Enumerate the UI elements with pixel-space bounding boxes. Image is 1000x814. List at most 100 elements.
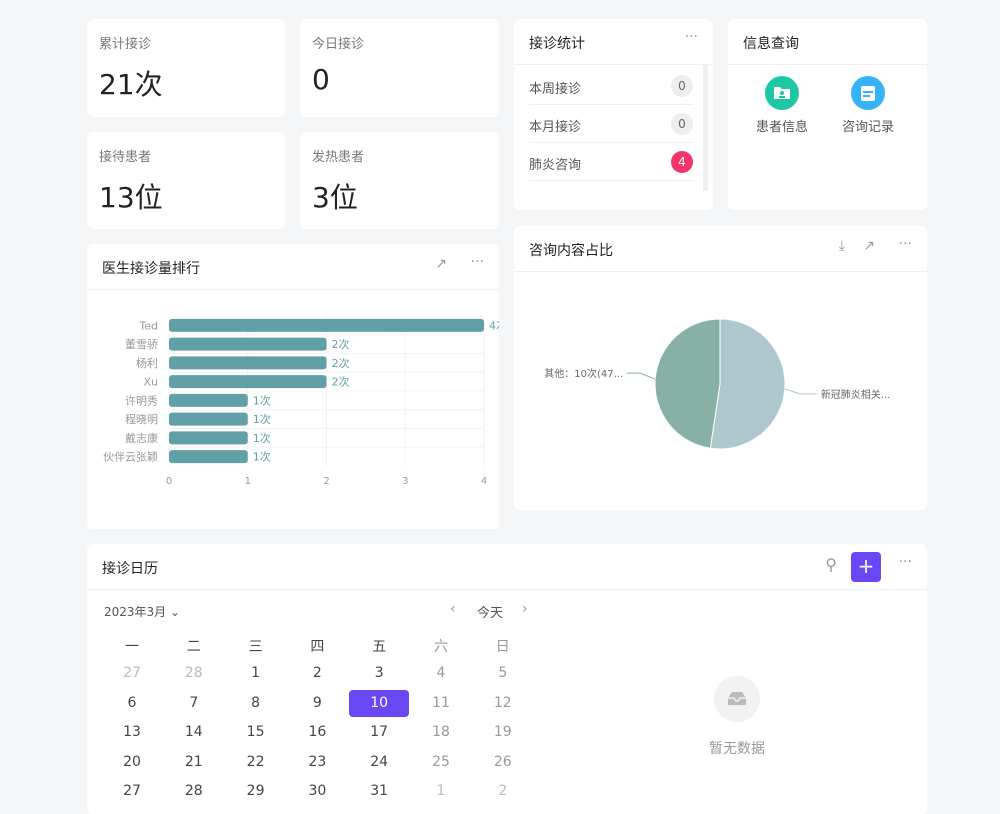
calendar-day[interactable]: 26 (493, 753, 512, 770)
calendar-day[interactable]: 14 (184, 724, 203, 740)
calendar-day[interactable]: 20 (123, 753, 141, 770)
pie-card: 咨询内容占比 ⤓ ↗ ··· 新冠肺炎相关... 其他：10次(47... (514, 226, 927, 510)
card-header: 医生接诊量排行 ↗ ··· (87, 244, 499, 290)
calendar-day[interactable]: 22 (246, 753, 265, 770)
calendar-day[interactable]: 2 (312, 665, 322, 681)
list-item[interactable]: 本月接诊 0 (529, 105, 693, 143)
calendar-day[interactable]: 28 (184, 665, 203, 681)
calendar-day[interactable]: 9 (312, 694, 322, 711)
calendar-card: 接诊日历 ⚲ + ··· 2023年3月 ⌄ ‹ 今天 › 一二三四五六日 27 2… (87, 544, 927, 814)
calendar-day[interactable]: 3 (374, 665, 384, 681)
stat-card-today: 今日接诊 0 (300, 19, 499, 117)
data-label: 1次 (253, 393, 271, 407)
bar[interactable] (169, 450, 248, 464)
list-item[interactable]: 肺炎咨询 4 (529, 143, 693, 181)
calendar-day[interactable]: 23 (308, 753, 327, 770)
stat-card-patients: 接待患者 13位 (87, 132, 285, 229)
open-external-icon[interactable]: ↗ (863, 238, 875, 254)
card-header: 信息查询 (728, 19, 927, 65)
calendar-day[interactable]: 24 (370, 753, 389, 770)
calendar-day[interactable]: 28 (184, 783, 203, 799)
bar[interactable] (169, 412, 248, 426)
inbox-icon (714, 676, 760, 722)
more-icon[interactable]: ··· (898, 236, 912, 252)
weekday-header: 四 (310, 639, 325, 655)
item-label: 患者信息 (755, 120, 808, 135)
search-icon[interactable]: ⚲ (825, 555, 837, 574)
calendar-day[interactable]: 5 (498, 665, 508, 681)
bar[interactable] (169, 393, 248, 407)
calendar-day[interactable]: 25 (432, 753, 450, 770)
bar[interactable] (169, 337, 327, 351)
list-item[interactable]: 本周接诊 0 (529, 67, 693, 105)
calendar-day[interactable]: 30 (308, 783, 327, 799)
calendar-day[interactable]: 11 (432, 694, 450, 711)
calendar-day[interactable]: 31 (370, 783, 389, 799)
calendar-day[interactable]: 15 (246, 724, 265, 740)
visit-stats-card: 接诊统计 ··· 本周接诊 0 本月接诊 0 肺炎咨询 4 (514, 19, 713, 210)
add-button[interactable]: + (851, 552, 881, 582)
calendar-day[interactable]: 2 (498, 783, 508, 799)
open-external-icon[interactable]: ↗ (435, 256, 447, 272)
next-month-icon[interactable]: › (522, 601, 528, 617)
calendar-record-icon (851, 76, 885, 110)
stat-label: 累计接诊 (99, 37, 152, 52)
y-tick-label: 戴志康 (125, 431, 158, 445)
calendar-day[interactable]: 27 (123, 783, 141, 799)
bar[interactable] (169, 431, 248, 445)
bar[interactable] (169, 375, 327, 389)
x-tick-label: 1 (245, 476, 251, 487)
x-tick-label: 0 (166, 476, 172, 487)
card-header: 接诊统计 ··· (514, 19, 713, 65)
month-selector[interactable]: 2023年3月 ⌄ (104, 603, 180, 620)
bar[interactable] (169, 318, 484, 332)
data-label: 1次 (253, 412, 271, 426)
today-button[interactable]: 今天 (477, 606, 504, 621)
calendar-day[interactable]: 1 (436, 783, 446, 799)
card-title: 咨询内容占比 (529, 243, 613, 259)
y-tick-label: 伙伴云张颖 (103, 451, 158, 464)
patient-info-link[interactable]: 患者信息 (747, 76, 817, 135)
y-tick-label: 杨利 (136, 356, 158, 370)
scrollbar[interactable] (703, 65, 708, 191)
y-tick-label: 许明秀 (125, 394, 158, 407)
download-icon[interactable]: ⤓ (838, 238, 845, 254)
consult-record-link[interactable]: 咨询记录 (833, 76, 903, 135)
label-line (627, 372, 656, 380)
card-title: 接诊统计 (529, 36, 585, 52)
calendar-day[interactable]: 4 (436, 665, 446, 681)
calendar-day[interactable]: 10 (349, 689, 410, 717)
calendar-day[interactable]: 13 (123, 724, 141, 740)
calendar-day[interactable]: 7 (189, 694, 199, 711)
data-label: 2次 (332, 356, 350, 370)
pie-slice[interactable] (654, 318, 721, 449)
calendar-day[interactable]: 1 (251, 665, 261, 681)
calendar-day[interactable]: 21 (184, 753, 203, 770)
bar[interactable] (169, 356, 327, 370)
data-label: 4次 (489, 318, 499, 332)
stat-value: 3位 (312, 181, 358, 214)
prev-month-icon[interactable]: ‹ (450, 601, 456, 617)
card-header: 接诊日历 ⚲ + ··· (87, 544, 927, 590)
calendar-day[interactable]: 27 (123, 665, 141, 681)
calendar-day[interactable]: 16 (308, 724, 327, 740)
bar-chart: 01234Ted4次董雪骄2次杨利2次Xu2次许明秀1次程晓明1次戴志康1次伙伴… (103, 315, 499, 487)
stat-card-fever: 发热患者 3位 (300, 132, 499, 229)
pie-slice[interactable] (709, 318, 786, 450)
calendar-day[interactable]: 29 (246, 783, 265, 799)
card-title: 信息查询 (743, 36, 799, 52)
calendar-day[interactable]: 19 (493, 724, 512, 740)
count-badge: 4 (671, 151, 693, 173)
calendar-day[interactable]: 6 (127, 694, 137, 711)
more-icon[interactable]: ··· (684, 29, 698, 45)
calendar-day[interactable]: 12 (493, 694, 512, 711)
more-icon[interactable]: ··· (470, 254, 484, 270)
data-label: 2次 (332, 375, 350, 389)
more-icon[interactable]: ··· (898, 554, 912, 570)
weekday-header: 日 (495, 639, 510, 655)
calendar-day[interactable]: 17 (370, 724, 389, 740)
calendar-day[interactable]: 8 (251, 694, 261, 711)
card-header: 咨询内容占比 ⤓ ↗ ··· (514, 226, 927, 272)
month-label: 2023年3月 (104, 605, 167, 619)
calendar-day[interactable]: 18 (432, 724, 450, 740)
